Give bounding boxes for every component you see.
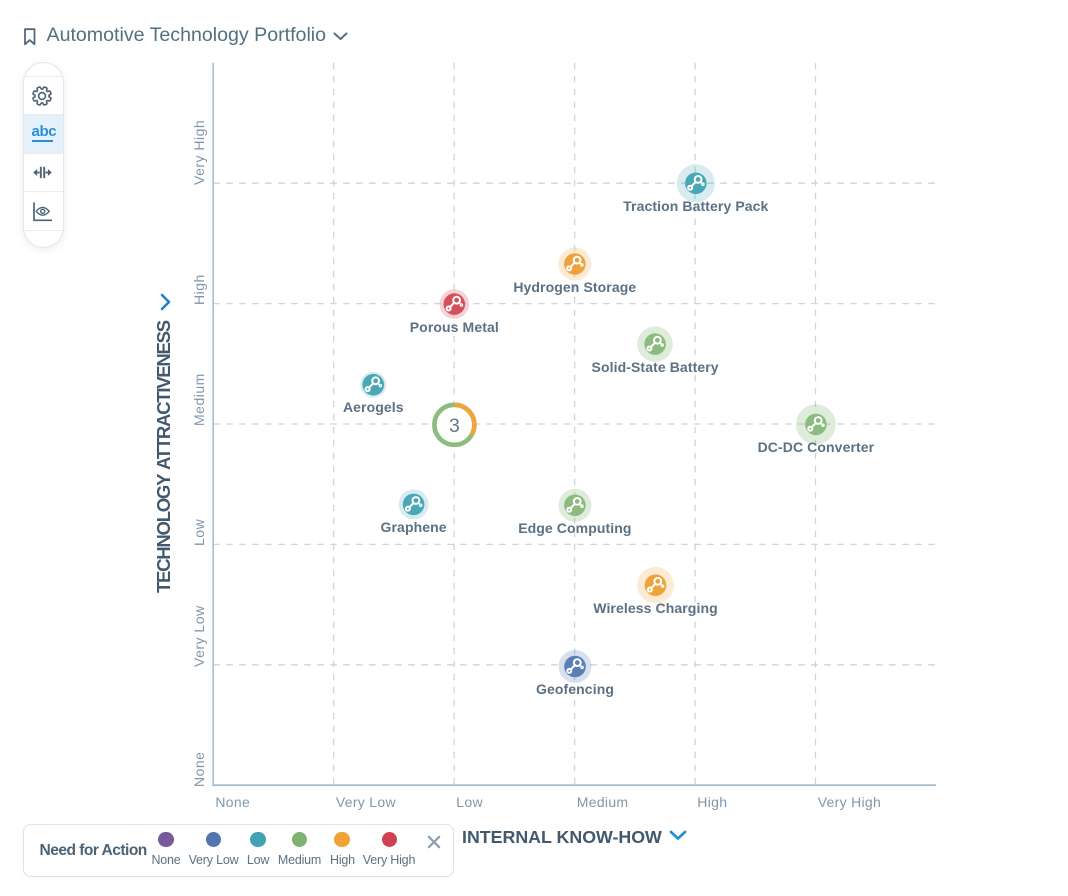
- svg-text:3: 3: [449, 415, 460, 437]
